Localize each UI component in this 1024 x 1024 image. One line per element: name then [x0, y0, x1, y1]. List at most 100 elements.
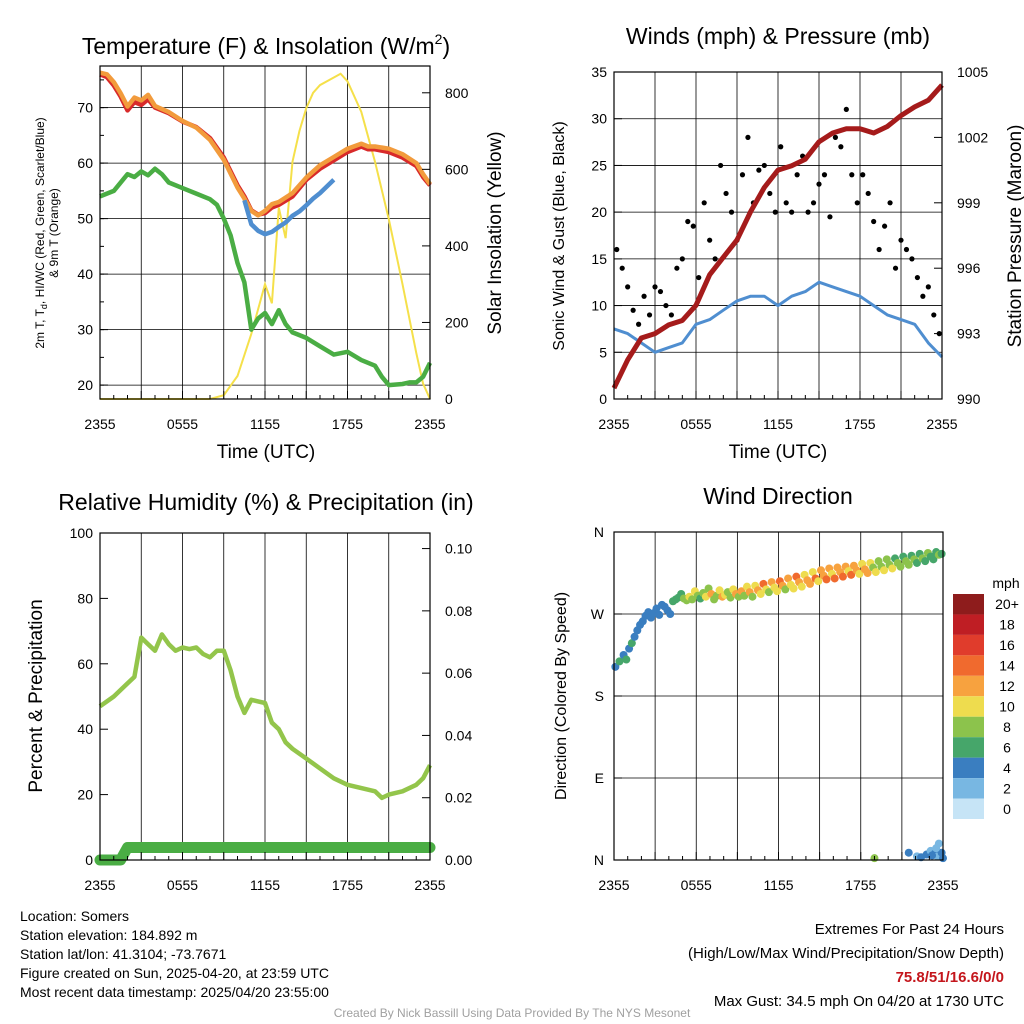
station-info: Location: Somers Station elevation: 184.… — [20, 907, 329, 1002]
gust-point — [931, 312, 937, 318]
colorbar-label: 16 — [999, 637, 1015, 653]
gust-point — [816, 181, 822, 187]
wind-direction-point — [814, 577, 823, 586]
temp-xtick-label: 2355 — [414, 416, 445, 432]
colorbar-label: 0 — [1003, 801, 1011, 817]
gust-point — [614, 246, 620, 253]
colorbar-label: 4 — [1003, 760, 1011, 776]
colorbar-title: mph — [992, 575, 1019, 591]
wind-direction-point — [797, 582, 806, 591]
wind-direction-point — [932, 844, 941, 853]
station-latlon: Station lat/lon: 41.3104; -73.7671 — [20, 946, 227, 962]
rh-ytick-label: 60 — [77, 656, 93, 672]
speed-colorbar: mph 20+ 18 16 14 12 10 8 6 4 2 0 — [953, 575, 1020, 819]
temperature-panel: Temperature (F) & Insolation (W/m2) 2355… — [33, 31, 506, 463]
credit-line: Created By Nick Bassill Using Data Provi… — [333, 1006, 691, 1020]
wdir-xtick-label: 0555 — [681, 877, 712, 893]
solar-y2tick-label: 600 — [445, 161, 469, 177]
gust-point — [778, 144, 784, 150]
pressure-y2tick-label: 996 — [957, 260, 981, 276]
precip-y2tick-label: 0.00 — [445, 852, 472, 868]
gust-point — [696, 274, 702, 281]
gust-point — [625, 284, 631, 290]
extremes-title: Extremes For Past 24 Hours — [814, 921, 1004, 938]
precip-y2tick-label: 0.04 — [445, 727, 472, 743]
pressure-y2tick-label: 1002 — [957, 129, 988, 145]
pressure-y2tick-label: 990 — [957, 391, 981, 407]
colorbar-swatch — [953, 737, 984, 758]
wind-direction-point — [666, 610, 675, 618]
wind-chill-line — [242, 178, 336, 237]
wind-direction-point — [929, 555, 938, 564]
colorbar-label: 8 — [1003, 719, 1011, 735]
winds-xtick-label: 2355 — [598, 416, 629, 432]
gust-point — [887, 200, 893, 206]
winds-xtick-label: 2355 — [926, 416, 957, 432]
gust-point — [909, 256, 915, 262]
wind-direction-point — [655, 610, 664, 619]
temperature-xlabel: Time (UTC) — [217, 442, 316, 463]
gust-point — [641, 293, 647, 299]
humidity-title: Relative Humidity (%) & Precipitation (i… — [58, 489, 473, 515]
wind-direction-point — [781, 585, 790, 594]
colorbar-swatch — [953, 614, 984, 635]
gust-point — [903, 246, 910, 253]
temperature-ylabel-line2: & 9m T (Orange) — [47, 188, 61, 278]
gust-point — [838, 144, 844, 150]
gust-point — [756, 167, 762, 173]
gust-point — [898, 237, 904, 243]
wind-direction-point — [808, 568, 817, 577]
rh-xtick-label: 1155 — [250, 877, 280, 893]
gust-point — [761, 162, 767, 169]
gust-point — [876, 246, 882, 253]
humidity-line — [98, 632, 432, 801]
rh-ytick-label: 80 — [77, 590, 93, 606]
gust-point — [712, 256, 718, 262]
colorbar-label: 14 — [999, 658, 1015, 674]
colorbar-label: 12 — [999, 678, 1015, 694]
gust-point — [728, 209, 735, 215]
wind-direction-point — [611, 662, 620, 671]
colorbar-label: 20+ — [995, 596, 1019, 612]
colorbar-label: 2 — [1003, 780, 1011, 796]
gust-point — [882, 223, 888, 229]
wind-direction-point — [928, 851, 937, 860]
precip-y2tick-label: 0.06 — [445, 665, 472, 681]
gust-point — [892, 265, 899, 271]
wdir-xtick-label: 1155 — [763, 877, 793, 893]
wind-direction-point — [715, 586, 724, 595]
gust-point — [871, 218, 877, 225]
wind-direction-point — [830, 574, 839, 583]
gust-point — [854, 200, 860, 206]
solar-y2tick-label: 400 — [445, 238, 469, 254]
precip-y2tick-label: 0.10 — [445, 541, 472, 557]
gust-point — [783, 200, 789, 206]
wind-direction-point — [904, 560, 913, 569]
winds-ytick-label: 5 — [599, 344, 607, 360]
extremes-info: Extremes For Past 24 Hours (High/Low/Max… — [688, 918, 1004, 1014]
wdir-xtick-label: 1755 — [845, 877, 876, 893]
gust-point — [805, 209, 811, 215]
gust-point — [794, 172, 800, 178]
colorbar-label: 6 — [1003, 739, 1011, 755]
temp-ytick-label: 30 — [77, 322, 93, 338]
gust-point — [630, 307, 636, 313]
wind-direction-point — [871, 568, 880, 577]
colorbar-label: 18 — [999, 617, 1015, 633]
gust-point — [914, 274, 921, 281]
solar-insolation-line — [100, 72, 431, 400]
gust-point — [920, 293, 926, 299]
colorbar-swatch — [953, 778, 984, 799]
wdir-ytick-label: S — [595, 688, 604, 704]
wind-direction-point — [822, 575, 831, 584]
gust-point — [810, 200, 817, 206]
wind-direction-point — [806, 579, 815, 588]
colorbar-label: 10 — [999, 699, 1015, 715]
temp-ytick-label: 40 — [77, 266, 93, 282]
wind-direction-point — [764, 588, 773, 597]
gust-point — [718, 162, 724, 169]
gust-point — [701, 200, 707, 206]
wind-direction-point — [880, 566, 889, 575]
colorbar-swatch — [953, 716, 984, 738]
